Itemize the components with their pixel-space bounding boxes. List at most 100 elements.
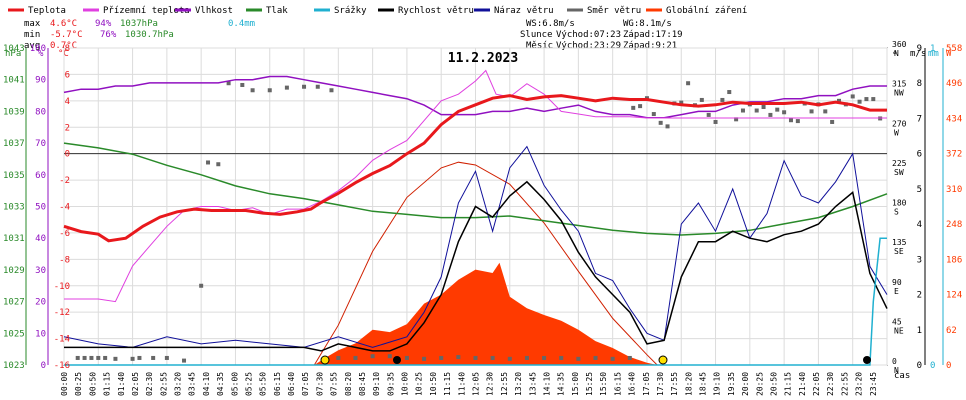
temperature-tick-label: -6 — [59, 229, 70, 239]
radiation-tick-label: 310 — [946, 185, 962, 195]
legend-label: Náraz větru — [494, 6, 554, 16]
wind-direction-point — [302, 84, 307, 89]
x-tick-label: 02:30 — [145, 372, 154, 396]
wind-direction-point — [734, 117, 739, 122]
wind-speed-line — [64, 180, 888, 352]
wind-direction-point — [137, 355, 142, 360]
stats-row-max: max 4.6°C 94% 1037hPa 0.4mm — [24, 19, 255, 29]
x-tick-label: 07:55 — [330, 372, 339, 396]
temperature-tick-label: 8 — [65, 44, 70, 54]
wind-direction-point — [507, 356, 512, 361]
x-tick-label: 08:20 — [344, 372, 353, 396]
series-layer — [63, 69, 888, 366]
radiation-tick-label: 248 — [946, 220, 962, 230]
x-tick-label: 21:15 — [784, 372, 793, 396]
legend-label: Globální záření — [666, 6, 747, 16]
x-tick-label: 10:25 — [415, 372, 424, 396]
legend: Teplota Přízemní teplota Vlhkost Tlak Srážky… — [8, 6, 747, 16]
wind-direction-point — [250, 88, 255, 93]
x-tick-label: 18:45 — [699, 372, 708, 396]
wind-tick-label: 5 — [917, 185, 922, 195]
sun-label: Slunce — [520, 30, 553, 40]
radiation-tick-label: 434 — [946, 114, 962, 124]
temperature-tick-label: -10 — [54, 282, 70, 292]
temperature-tick-label: 4 — [65, 97, 70, 107]
wind-direction-point — [857, 99, 862, 104]
wind-direction-point — [740, 108, 745, 113]
x-tick-label: 20:50 — [769, 372, 778, 396]
temperature-tick-label: 0 — [65, 150, 70, 160]
wind-tick-label: 1 — [917, 326, 922, 336]
stats-temp: -5.7°C — [50, 30, 83, 40]
stats-rain: 0.4mm — [228, 19, 255, 29]
pressure-tick-label: 1037 — [3, 139, 25, 149]
x-tick-label: 17:55 — [670, 372, 679, 396]
humidity-tick-label: 20 — [35, 298, 46, 308]
unit-temperature: °C — [58, 49, 69, 59]
wind-direction-point — [836, 98, 841, 103]
direction-tick-cardinal: S — [894, 208, 899, 217]
x-tick-label: 15:00 — [571, 372, 580, 396]
wind-direction-point — [795, 119, 800, 124]
unit-pressure: hPa — [5, 49, 21, 59]
wind-tick-label: 8 — [917, 79, 922, 89]
direction-tick-degrees: 360 — [892, 40, 907, 49]
theoretical-radiation-line — [313, 161, 658, 366]
wind-direction-point — [823, 109, 828, 114]
direction-tick-cardinal: N — [894, 49, 899, 58]
wind-direction-point — [524, 355, 529, 360]
x-tick-label: 08:45 — [358, 372, 367, 396]
legend-label: Rychlost větru — [398, 6, 474, 16]
x-tick-label: 14:10 — [542, 372, 551, 396]
wind-direction-point — [284, 85, 289, 90]
humidity-tick-label: 60 — [35, 171, 46, 181]
stats-hum: 76% — [100, 30, 117, 40]
wind-direction-point — [315, 84, 320, 89]
radiation-tick-label: 372 — [946, 150, 962, 160]
direction-tick-degrees: 90 — [892, 278, 902, 287]
pressure-tick-label: 1025 — [3, 329, 25, 339]
stats-label: avg — [24, 41, 40, 51]
x-tick-label: 20:25 — [755, 372, 764, 396]
direction-tick-cardinal: N — [894, 366, 899, 375]
wind-direction-point — [130, 356, 135, 361]
x-tick-label: 19:35 — [727, 372, 736, 396]
x-tick-label: 21:40 — [798, 372, 807, 396]
sun-set: Západ:17:19 — [623, 30, 683, 40]
wind-direction-point — [593, 355, 598, 360]
temperature-tick-label: 2 — [65, 123, 70, 133]
humidity-line — [63, 75, 887, 119]
wind-direction-point — [151, 355, 156, 360]
x-tick-label: 15:25 — [585, 372, 594, 396]
direction-tick-degrees: 0 — [892, 357, 897, 366]
humidity-tick-label: 80 — [35, 107, 46, 117]
temperature-tick-label: -12 — [54, 308, 70, 318]
pressure-tick-label: 1023 — [3, 361, 25, 371]
wind-direction-point — [686, 81, 691, 86]
sunrise-marker — [320, 355, 330, 365]
direction-tick-cardinal: E — [894, 287, 899, 296]
direction-tick-degrees: 180 — [892, 199, 907, 208]
humidity-tick-label: 50 — [35, 203, 46, 213]
wind-direction-point — [627, 355, 632, 360]
x-tick-label: 06:40 — [287, 372, 296, 396]
direction-tick-degrees: 45 — [892, 317, 902, 326]
wind-direction-point — [113, 356, 118, 361]
x-tick-label: 11:15 — [443, 372, 452, 396]
radiation-layer — [64, 161, 887, 366]
x-tick-label: 02:05 — [131, 372, 140, 396]
wind-direction-point — [658, 120, 663, 125]
radiation-tick-label: 496 — [946, 79, 962, 89]
temperature-tick-label: -4 — [59, 203, 70, 213]
x-tick-label: 01:40 — [117, 372, 126, 396]
x-tick-label: 07:30 — [315, 372, 324, 396]
x-axis-label: čas — [894, 370, 910, 381]
wind-direction-point — [665, 124, 670, 129]
legend-label: Teplota — [28, 6, 66, 16]
wind-direction-point — [699, 97, 704, 102]
wind-direction-point — [473, 355, 478, 360]
wind-direction-point — [871, 97, 876, 102]
x-tick-label: 15:50 — [599, 372, 608, 396]
wind-direction-point — [775, 107, 780, 112]
direction-tick-degrees: 225 — [892, 159, 907, 168]
